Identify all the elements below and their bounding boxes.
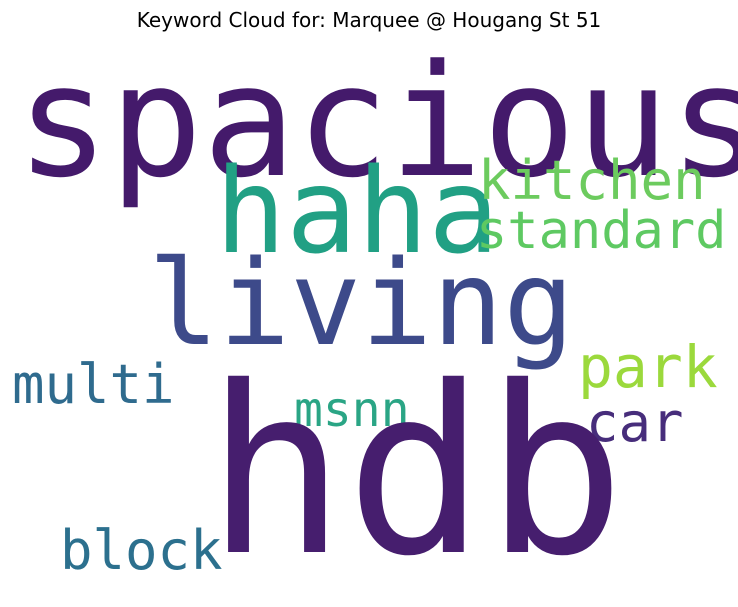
word-standard: standard [476,201,727,261]
word-multi: multi [12,353,175,416]
word-car: car [586,391,684,454]
word-hdb: hdb [206,337,626,607]
word-haha: haha [215,142,500,280]
word-kitchen: kitchen [478,149,706,212]
word-park: park [578,333,718,401]
chart-title: Keyword Cloud for: Marquee @ Hougang St … [136,8,602,32]
word-living: living [148,234,575,372]
word-msnn: msnn [294,382,410,438]
word-block: block [60,519,223,582]
word-spacious: spacious [16,31,738,212]
word-cloud: spacious haha kitchen standard living mu… [12,31,738,588]
